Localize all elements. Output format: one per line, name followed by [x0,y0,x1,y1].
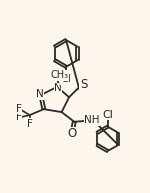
Text: F: F [16,112,22,122]
Text: S: S [80,78,87,91]
Text: NH: NH [84,115,100,125]
Text: F: F [16,104,22,114]
Text: CH₃: CH₃ [51,70,69,80]
Text: N: N [54,83,62,93]
Text: N: N [36,89,43,99]
Text: Cl: Cl [102,110,113,120]
Text: O: O [67,127,76,140]
Text: F: F [27,119,33,129]
Text: Cl: Cl [61,74,72,84]
